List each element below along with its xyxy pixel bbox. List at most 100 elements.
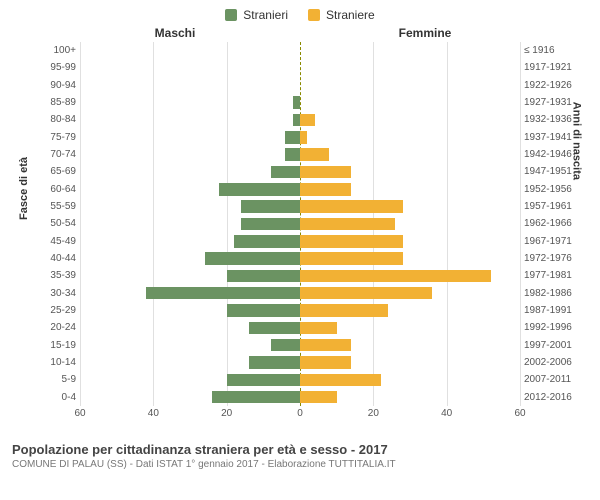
bar-half-left <box>80 163 300 180</box>
bar-area <box>80 250 520 267</box>
bar-half-left <box>80 233 300 250</box>
bar-male <box>249 356 300 368</box>
bar-female <box>300 322 337 334</box>
data-row: 65-691947-1951 <box>80 163 520 180</box>
data-row: 20-241992-1996 <box>80 319 520 336</box>
y-right-label: 1997-2001 <box>524 340 582 351</box>
bar-male <box>146 287 300 299</box>
y-axis-left-title: Fasce di età <box>18 157 30 220</box>
bar-area <box>80 337 520 354</box>
bar-half-right <box>300 371 520 388</box>
data-row: 95-991917-1921 <box>80 59 520 76</box>
bar-half-left <box>80 77 300 94</box>
bar-half-right <box>300 181 520 198</box>
bar-female <box>300 287 432 299</box>
bar-male <box>271 339 300 351</box>
grid-line <box>520 42 521 406</box>
gender-labels: Maschi Femmine <box>80 26 520 40</box>
bar-half-right <box>300 129 520 146</box>
y-right-label: 1942-1946 <box>524 149 582 160</box>
legend-label: Stranieri <box>243 8 288 22</box>
bar-male <box>212 391 300 403</box>
y-right-label: 2012-2016 <box>524 392 582 403</box>
y-right-label: 2002-2006 <box>524 357 582 368</box>
bar-male <box>241 218 300 230</box>
bar-half-left <box>80 42 300 59</box>
y-right-label: 1922-1926 <box>524 80 582 91</box>
bar-male <box>285 148 300 160</box>
bar-female <box>300 148 329 160</box>
bar-area <box>80 42 520 59</box>
bar-female <box>300 356 351 368</box>
y-right-label: 1932-1936 <box>524 114 582 125</box>
legend-item: Stranieri <box>225 8 288 22</box>
bar-male <box>249 322 300 334</box>
bar-area <box>80 198 520 215</box>
y-left-label: 30-34 <box>38 288 76 299</box>
y-right-label: 1927-1931 <box>524 97 582 108</box>
chart-container: StranieriStraniere Fasce di età Anni di … <box>0 0 600 500</box>
data-row: 50-541962-1966 <box>80 215 520 232</box>
bar-female <box>300 166 351 178</box>
bar-male <box>293 114 300 126</box>
x-tick: 60 <box>514 408 525 419</box>
bar-male <box>227 270 300 282</box>
bar-female <box>300 114 315 126</box>
y-left-label: 65-69 <box>38 166 76 177</box>
bar-area <box>80 163 520 180</box>
bar-half-left <box>80 129 300 146</box>
bar-half-left <box>80 285 300 302</box>
data-row: 60-641952-1956 <box>80 181 520 198</box>
bar-half-right <box>300 302 520 319</box>
data-row: 70-741942-1946 <box>80 146 520 163</box>
y-left-label: 5-9 <box>38 374 76 385</box>
bar-half-right <box>300 389 520 406</box>
bar-female <box>300 339 351 351</box>
bar-half-right <box>300 94 520 111</box>
y-left-label: 35-39 <box>38 270 76 281</box>
y-left-label: 25-29 <box>38 305 76 316</box>
data-row: 90-941922-1926 <box>80 77 520 94</box>
y-left-label: 45-49 <box>38 236 76 247</box>
data-row: 55-591957-1961 <box>80 198 520 215</box>
bar-half-right <box>300 337 520 354</box>
bar-area <box>80 129 520 146</box>
bar-half-right <box>300 198 520 215</box>
bar-male <box>285 131 300 143</box>
data-row: 85-891927-1931 <box>80 94 520 111</box>
bar-area <box>80 181 520 198</box>
chart-title: Popolazione per cittadinanza straniera p… <box>12 442 588 457</box>
legend-swatch <box>225 9 237 21</box>
bar-female <box>300 183 351 195</box>
bar-male <box>271 166 300 178</box>
bar-area <box>80 111 520 128</box>
bar-half-left <box>80 146 300 163</box>
bar-half-right <box>300 319 520 336</box>
y-left-label: 80-84 <box>38 114 76 125</box>
data-row: 25-291987-1991 <box>80 302 520 319</box>
bar-half-right <box>300 163 520 180</box>
bar-half-right <box>300 111 520 128</box>
bar-half-left <box>80 181 300 198</box>
bar-half-left <box>80 250 300 267</box>
data-row: 80-841932-1936 <box>80 111 520 128</box>
bar-area <box>80 319 520 336</box>
y-left-label: 60-64 <box>38 184 76 195</box>
bar-area <box>80 389 520 406</box>
bar-female <box>300 235 403 247</box>
y-right-label: 1967-1971 <box>524 236 582 247</box>
data-row: 40-441972-1976 <box>80 250 520 267</box>
x-axis: 6040200204060 <box>80 408 520 424</box>
bar-half-right <box>300 59 520 76</box>
bar-half-left <box>80 354 300 371</box>
y-left-label: 100+ <box>38 45 76 56</box>
bar-half-left <box>80 319 300 336</box>
bar-female <box>300 374 381 386</box>
y-right-label: 1947-1951 <box>524 166 582 177</box>
bar-half-right <box>300 354 520 371</box>
y-left-label: 0-4 <box>38 392 76 403</box>
bar-half-right <box>300 77 520 94</box>
data-row: 5-92007-2011 <box>80 371 520 388</box>
bar-half-right <box>300 267 520 284</box>
legend-item: Straniere <box>308 8 375 22</box>
